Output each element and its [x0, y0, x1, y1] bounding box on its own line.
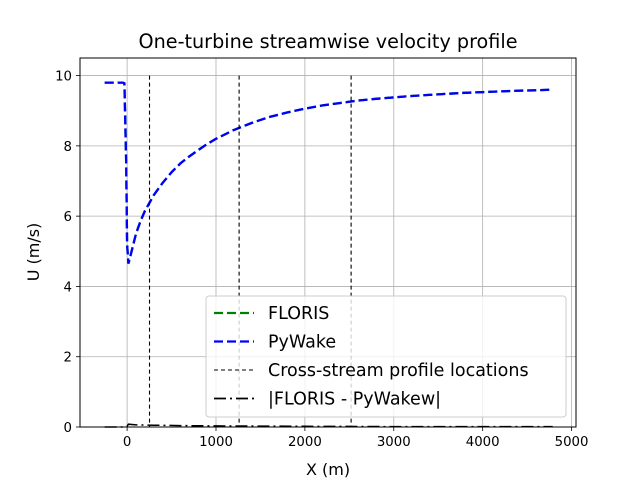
- y-tick-label: 10: [55, 70, 72, 85]
- x-axis-label: X (m): [306, 460, 350, 479]
- y-tick-label: 0: [64, 421, 72, 436]
- x-tick-label: 2000: [288, 435, 322, 450]
- x-tick-label: 4000: [466, 435, 500, 450]
- x-tick-label: 1000: [199, 435, 233, 450]
- x-tick-label: 5000: [555, 435, 589, 450]
- x-tick-label: 0: [123, 435, 131, 450]
- x-tick-label: 3000: [377, 435, 411, 450]
- legend-label: FLORIS: [268, 304, 329, 324]
- y-axis-ticks: 0 2 4 6 8 10: [55, 70, 80, 436]
- y-tick-label: 2: [64, 351, 72, 366]
- series-line-pywake: [104, 81, 553, 264]
- legend-label: Cross-stream profile locations: [268, 361, 529, 381]
- x-axis-ticks: 0 1000 2000 3000 4000 5000: [123, 427, 589, 450]
- y-axis-label: U (m/s): [24, 223, 43, 282]
- y-tick-label: 8: [64, 140, 72, 155]
- y-tick-label: 4: [64, 280, 72, 295]
- legend: FLORIS PyWake Cross-stream profile locatio…: [205, 295, 567, 418]
- legend-label: PyWake: [268, 333, 336, 353]
- profile-location-lines: [148, 75, 352, 427]
- axes-frame: [79, 57, 577, 428]
- y-tick-label: 6: [64, 210, 72, 225]
- legend-box: [205, 295, 567, 418]
- chart-title: One-turbine streamwise velocity profile: [139, 30, 518, 53]
- plot-series: [104, 81, 553, 428]
- legend-label: |FLORIS - PyWakew|: [268, 390, 441, 410]
